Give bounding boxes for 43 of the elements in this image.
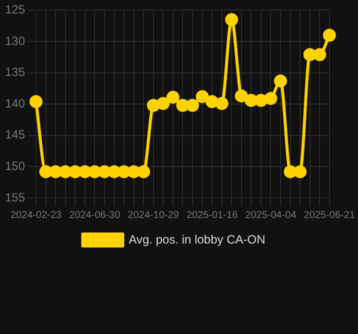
x-tick-label: 2024-06-30 — [69, 210, 121, 221]
point — [234, 89, 248, 102]
point — [137, 165, 150, 178]
x-tick-label: 2024-10-29 — [128, 210, 180, 221]
x-tick-label: 2024-02-23 — [10, 210, 62, 221]
point — [127, 165, 140, 178]
point — [146, 98, 160, 112]
y-tick-label: 155 — [4, 190, 26, 204]
point — [206, 95, 219, 108]
y-tick-label: 150 — [4, 159, 26, 174]
point — [39, 165, 52, 178]
y-tick-label: 145 — [4, 128, 26, 142]
point — [244, 94, 258, 107]
point — [274, 74, 288, 88]
point — [108, 165, 121, 178]
point — [303, 48, 316, 62]
point — [284, 165, 297, 178]
y-tick-label: 130 — [4, 34, 26, 48]
x-tick-label: 2025-04-04 — [245, 210, 297, 221]
point — [215, 96, 228, 110]
point — [88, 165, 102, 178]
legend-label: Avg. pos. in lobby CA-ON — [128, 232, 266, 246]
point — [49, 165, 62, 178]
x-tick-label: 2025-06-21 — [304, 210, 356, 221]
x-tick-label: 2025-01-16 — [186, 210, 238, 221]
point — [118, 165, 131, 178]
point — [225, 13, 238, 26]
point — [322, 28, 336, 42]
point — [186, 98, 200, 112]
point — [294, 165, 307, 178]
y-tick-label: 135 — [4, 65, 26, 80]
point — [98, 165, 111, 178]
point — [313, 48, 326, 62]
point — [176, 98, 190, 112]
point — [68, 165, 82, 178]
y-tick-label: 140 — [4, 96, 26, 110]
point — [58, 165, 72, 178]
point — [196, 90, 209, 104]
y-tick-label: 125 — [4, 2, 26, 17]
point — [264, 92, 278, 105]
point — [254, 94, 268, 107]
point — [166, 90, 180, 104]
point — [156, 96, 170, 110]
